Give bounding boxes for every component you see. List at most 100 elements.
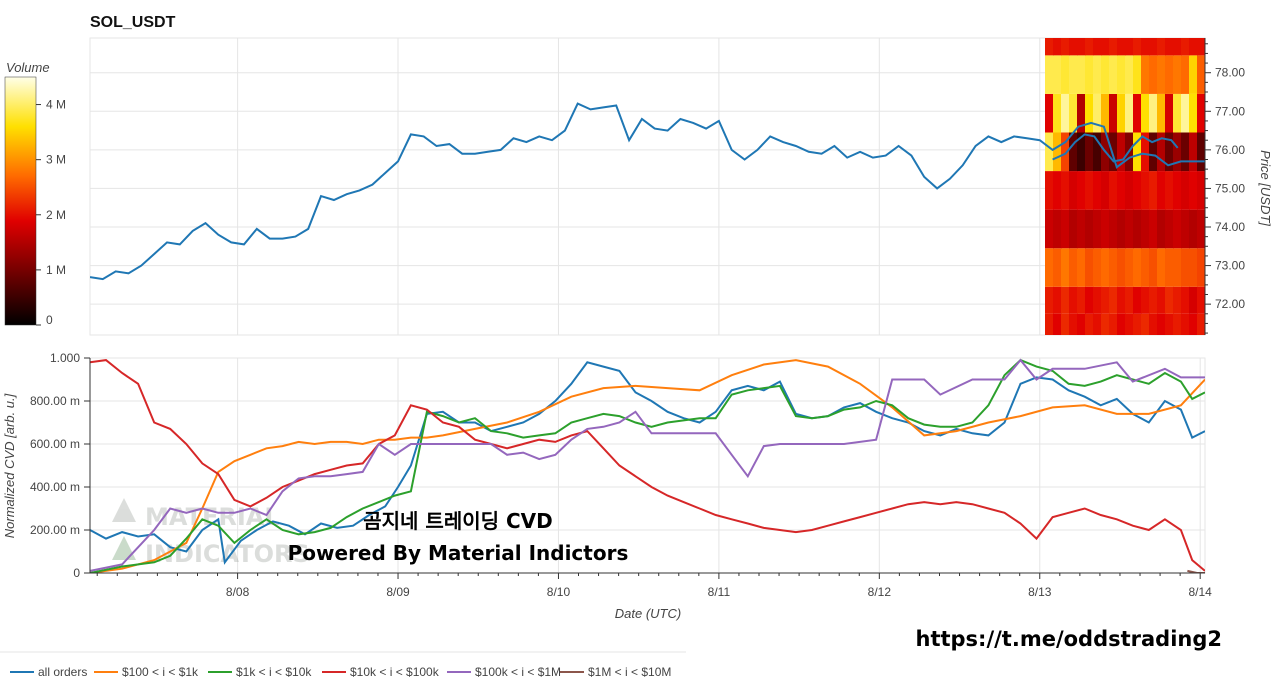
heatmap-cell: [1069, 286, 1078, 314]
heatmap-cell: [1133, 38, 1142, 56]
heatmap-cell: [1085, 38, 1094, 56]
heatmap-cell: [1173, 248, 1182, 287]
heatmap-cell: [1101, 171, 1110, 210]
heatmap-cell: [1197, 171, 1205, 210]
heatmap-cell: [1093, 248, 1102, 287]
x-tick-label: 8/13: [1028, 585, 1052, 599]
heatmap-cell: [1125, 171, 1134, 210]
heatmap-cell: [1061, 132, 1070, 172]
heatmap-cell: [1053, 132, 1062, 172]
heatmap-cell: [1181, 286, 1190, 314]
heatmap-cell: [1181, 171, 1190, 210]
heatmap-cell: [1165, 286, 1174, 314]
heatmap-cell: [1149, 93, 1158, 133]
heatmap-cell: [1189, 93, 1198, 133]
legend-item-label[interactable]: all orders: [38, 665, 87, 679]
cvd-series-line: [90, 358, 1205, 573]
legend-item-label[interactable]: $1k < i < $10k: [236, 665, 312, 679]
colorbar-ticks: 0 1 M 2 M 3 M 4 M: [36, 98, 66, 327]
heatmap-cell: [1093, 171, 1102, 210]
legend-item-label[interactable]: $100k < i < $1M: [475, 665, 561, 679]
heatmap-cell: [1197, 209, 1205, 249]
cvd-series-line: [90, 359, 1205, 572]
heatmap-cell: [1133, 313, 1142, 335]
heatmap-cell: [1069, 171, 1078, 210]
watermark-line-2: INDICATORS: [145, 540, 310, 568]
heatmap-cell: [1045, 313, 1054, 335]
heatmap-cell: [1077, 209, 1086, 249]
heatmap-cell: [1061, 93, 1070, 133]
heatmap-cell: [1085, 132, 1094, 172]
heatmap-cell: [1181, 209, 1190, 249]
heatmap-cell: [1141, 38, 1150, 56]
heatmap-cell: [1181, 132, 1190, 172]
x-tick-label: 8/08: [226, 585, 250, 599]
heatmap-cell: [1085, 55, 1094, 94]
price-yticks: 72.00 73.00 74.00 75.00 76.00 77.00 78.00: [1205, 43, 1245, 334]
heatmap-cell: [1117, 38, 1126, 56]
heatmap-cell: [1061, 209, 1070, 249]
heatmap-cell: [1117, 313, 1126, 335]
x-tick-label: 8/11: [708, 585, 731, 599]
heatmap-cell: [1085, 209, 1094, 249]
price-tick-label: 78.00: [1215, 66, 1245, 80]
heatmap-cell: [1141, 132, 1150, 172]
price-axis-label: Price [USDT]: [1258, 150, 1273, 226]
heatmap-cell: [1085, 286, 1094, 314]
heatmap-cell: [1165, 38, 1174, 56]
heatmap-cell: [1133, 209, 1142, 249]
cvd-tick-label: 1.000: [50, 351, 80, 365]
heatmap-cell: [1045, 209, 1054, 249]
heatmap-cell: [1157, 38, 1166, 56]
cvd-yticks: 0 200.00 m 400.00 m 600.00 m 800.00 m 1.000: [30, 351, 90, 580]
legend: all orders $100 < i < $1k $1k < i < $10k $1…: [10, 665, 671, 679]
heatmap-cell: [1053, 209, 1062, 249]
heatmap-cell: [1189, 248, 1198, 287]
heatmap-cell: [1069, 38, 1078, 56]
heatmap-cell: [1141, 93, 1150, 133]
heatmap-cell: [1101, 38, 1110, 56]
heatmap-cell: [1157, 93, 1166, 133]
heatmap-cell: [1069, 132, 1078, 172]
heatmap-cell: [1085, 93, 1094, 133]
heatmap-cell: [1045, 93, 1054, 133]
price-tick-label: 77.00: [1215, 104, 1245, 118]
heatmap-cell: [1133, 55, 1142, 94]
heatmap-cell: [1149, 55, 1158, 94]
heatmap-cell: [1061, 171, 1070, 210]
heatmap-cell: [1181, 313, 1190, 335]
heatmap-cell: [1053, 313, 1062, 335]
heatmap-cell: [1069, 55, 1078, 94]
chart-title: SOL_USDT: [90, 14, 176, 31]
heatmap-cell: [1189, 209, 1198, 249]
colorbar-tick-label: 2 M: [46, 208, 66, 222]
telegram-link[interactable]: https://t.me/oddstrading2: [916, 627, 1223, 651]
price-line: [90, 102, 1205, 281]
cvd-tick-label: 800.00 m: [30, 394, 80, 408]
heatmap-cell: [1165, 209, 1174, 249]
heatmap-cell: [1125, 248, 1134, 287]
legend-item-label[interactable]: $100 < i < $1k: [122, 665, 199, 679]
legend-item-label[interactable]: $1M < i < $10M: [588, 665, 671, 679]
heatmap-cell: [1117, 55, 1126, 94]
heatmap-cell: [1157, 171, 1166, 210]
heatmap-cell: [1149, 286, 1158, 314]
heatmap-cell: [1045, 55, 1054, 94]
heatmap-cell: [1101, 313, 1110, 335]
price-tick-label: 75.00: [1215, 181, 1245, 195]
heatmap-cell: [1085, 248, 1094, 287]
heatmap-cell: [1173, 38, 1182, 56]
heatmap-cell: [1173, 93, 1182, 133]
heatmap-cell: [1125, 38, 1134, 56]
heatmap-cell: [1173, 286, 1182, 314]
heatmap-cell: [1077, 55, 1086, 94]
cvd-tick-label: 200.00 m: [30, 523, 80, 537]
price-tick-label: 76.00: [1215, 143, 1245, 157]
heatmap-cell: [1133, 171, 1142, 210]
colorbar-tick-label: 0: [46, 313, 53, 327]
heatmap-cell: [1069, 313, 1078, 335]
heatmap-cell: [1061, 38, 1070, 56]
legend-item-label[interactable]: $10k < i < $100k: [350, 665, 440, 679]
heatmap-cell: [1117, 248, 1126, 287]
heatmap-cell: [1085, 171, 1094, 210]
